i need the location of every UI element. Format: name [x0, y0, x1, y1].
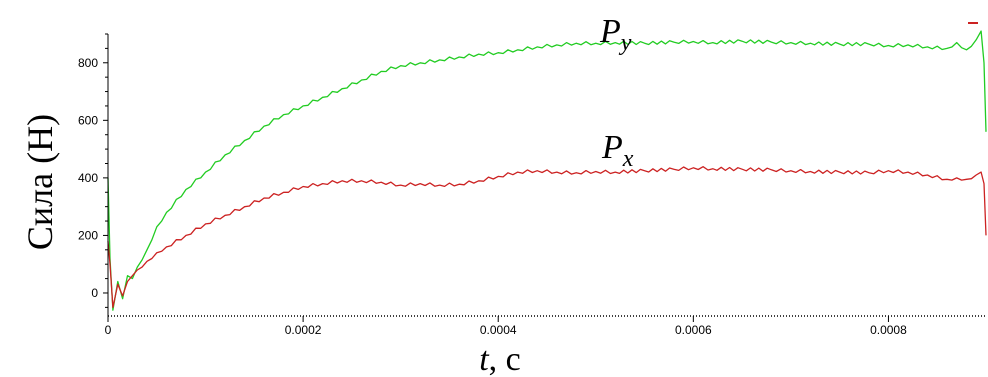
y-axis-title: Сила (Н): [20, 114, 60, 250]
y-tick-label: 200: [78, 228, 98, 242]
x-tick-label: 0.0004: [480, 323, 517, 337]
y-tick-label: 600: [78, 113, 98, 127]
series-line-px: [107, 166, 987, 309]
x-tick-label: 0: [105, 323, 112, 337]
x-axis-unit: , с: [489, 341, 521, 377]
series-label-py: Py: [599, 13, 632, 56]
series-label-px: Px: [601, 129, 634, 172]
x-axis-title: t, с: [479, 341, 521, 377]
y-tick-label: 400: [78, 171, 98, 185]
x-tick-label: 0.0006: [675, 323, 712, 337]
red-marker: [968, 22, 978, 24]
axes: 0 200 400 600 800 0 0.0002 0.0004 0.0006 0.0008: [78, 33, 986, 337]
x-axis-variable: t: [479, 341, 490, 377]
series-line-py: [107, 30, 987, 311]
series-group: [107, 30, 987, 311]
y-tick-label: 800: [78, 56, 98, 70]
x-tick-label: 0.0002: [285, 323, 322, 337]
x-tick-label: 0.0008: [870, 323, 907, 337]
y-tick-label: 0: [91, 286, 98, 300]
series-labels: Py Px: [599, 13, 634, 172]
